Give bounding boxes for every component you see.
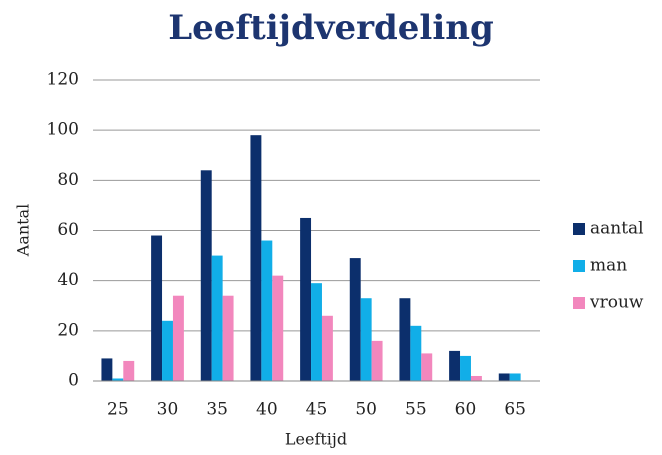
y-tick-label: 40 <box>57 270 79 290</box>
bar <box>321 315 333 381</box>
y-tick-label: 120 <box>47 70 79 90</box>
x-tick-label: 55 <box>405 400 427 420</box>
bar <box>272 275 284 381</box>
legend-label: aantal <box>590 219 644 239</box>
bar <box>399 298 411 381</box>
bar <box>449 350 461 381</box>
x-tick-label: 40 <box>256 400 278 420</box>
bar <box>112 378 124 381</box>
y-tick-label: 0 <box>68 371 79 391</box>
x-tick-label: 25 <box>107 400 129 420</box>
legend-swatch <box>573 223 585 235</box>
bar <box>101 358 113 381</box>
legend-label: vrouw <box>589 293 644 313</box>
bar <box>460 355 471 381</box>
x-tick-label: 35 <box>206 400 228 420</box>
bar <box>211 255 223 381</box>
bar <box>498 373 510 381</box>
bar <box>250 135 262 381</box>
y-tick-label: 20 <box>57 320 79 340</box>
bar <box>300 217 312 381</box>
bar <box>123 360 135 381</box>
y-axis-title: Aantal <box>14 204 33 257</box>
bar <box>172 295 184 381</box>
y-tick-label: 60 <box>57 220 79 240</box>
bar <box>470 375 482 381</box>
x-tick-label: 50 <box>355 400 377 420</box>
y-tick-label: 100 <box>47 120 79 140</box>
legend-swatch <box>573 260 585 272</box>
legend-label: man <box>590 256 627 276</box>
legend-swatch <box>573 297 585 309</box>
bar <box>162 320 173 381</box>
bar <box>509 373 521 381</box>
bar <box>421 353 433 381</box>
bar <box>151 235 163 381</box>
bar <box>311 283 322 381</box>
bar <box>360 298 372 381</box>
bar <box>410 325 422 381</box>
x-tick-label: 65 <box>504 400 526 420</box>
bar <box>349 258 361 381</box>
bar <box>371 340 383 381</box>
x-axis-title: Leeftijd <box>285 430 347 449</box>
bar <box>261 240 273 381</box>
y-tick-label: 80 <box>57 170 79 190</box>
bar <box>222 295 234 381</box>
chart-title: Leeftijdverdeling <box>168 8 494 48</box>
x-tick-label: 30 <box>157 400 179 420</box>
x-tick-label: 60 <box>455 400 477 420</box>
x-tick-label: 45 <box>306 400 328 420</box>
bar <box>200 170 212 381</box>
